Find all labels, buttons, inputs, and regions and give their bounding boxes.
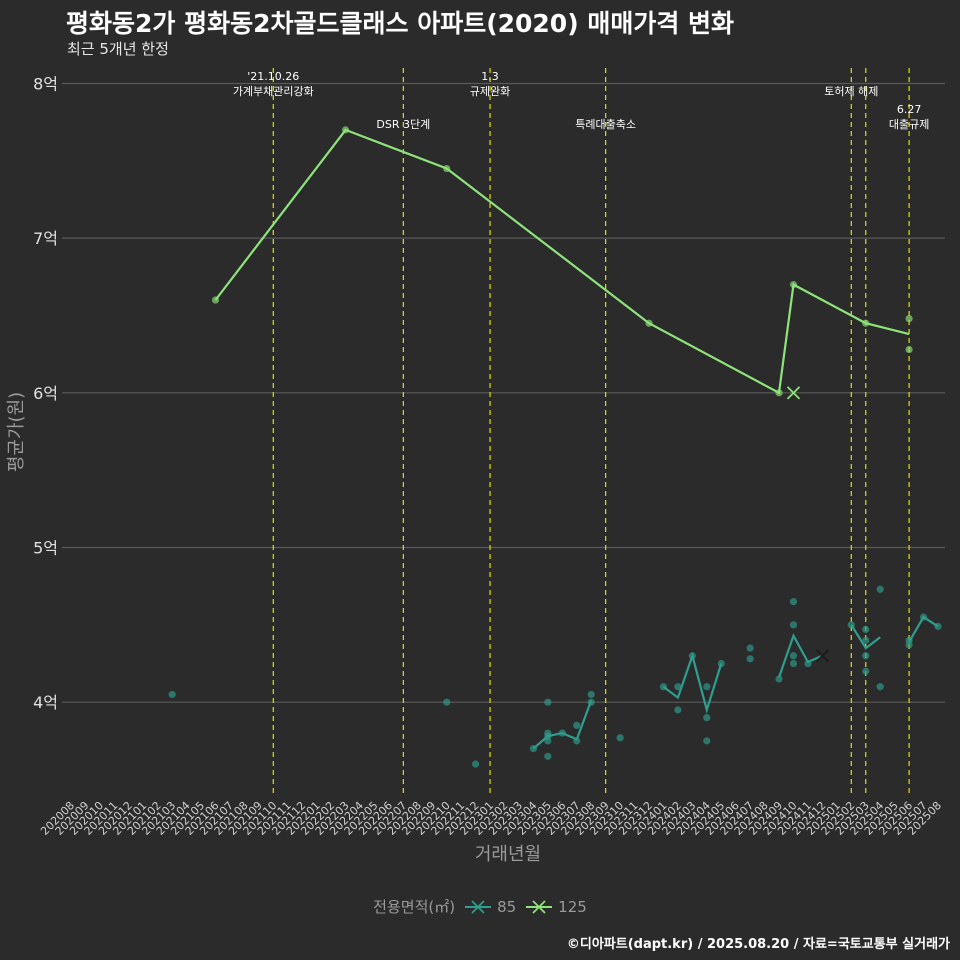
legend: 전용면적(㎡) 85 125 xyxy=(0,896,960,917)
data-point-85 xyxy=(919,613,928,621)
event-label: 가계부채관리강화 xyxy=(233,85,314,98)
data-point-85 xyxy=(789,598,798,606)
data-point-85 xyxy=(934,622,942,630)
legend-title: 전용면적(㎡) xyxy=(373,898,456,916)
data-point-85 xyxy=(775,675,783,683)
data-point-85 xyxy=(789,621,798,629)
data-point-125 xyxy=(775,389,783,397)
series-line-85 xyxy=(908,615,939,643)
y-tick-label: 6억 xyxy=(33,384,58,403)
data-point-85 xyxy=(703,714,711,722)
data-point-85 xyxy=(847,621,855,629)
latest-marker-125-icon xyxy=(786,386,801,400)
data-point-125 xyxy=(645,319,653,327)
source-caption: ©디아파트(dapt.kr) / 2025.08.20 / 자료=국토교통부 실… xyxy=(566,937,950,952)
data-point-85 xyxy=(876,585,884,593)
data-point-85 xyxy=(616,734,624,742)
data-point-85 xyxy=(703,737,711,745)
data-point-85 xyxy=(544,698,552,706)
data-point-85 xyxy=(573,737,581,745)
cross-stroke xyxy=(815,649,830,663)
data-point-85 xyxy=(746,644,754,652)
series-line-125 xyxy=(214,128,910,395)
data-point-85 xyxy=(746,655,754,663)
event-label: DSR 3단계 xyxy=(376,118,430,131)
axes-layer: 4억5억6억7억8억202008202009202010202011202012… xyxy=(33,74,944,837)
data-point-85 xyxy=(544,729,552,737)
data-point-85 xyxy=(862,625,870,634)
data-point-85 xyxy=(674,683,682,691)
y-tick-label: 4억 xyxy=(33,693,58,712)
data-point-85 xyxy=(789,659,798,668)
data-point-85 xyxy=(804,659,812,668)
event-label: 특례대출축소 xyxy=(575,118,636,131)
event-label: 6.27 xyxy=(897,103,922,116)
legend-key-125-icon xyxy=(526,899,553,914)
cross-stroke xyxy=(786,386,801,400)
y-tick-label: 5억 xyxy=(33,539,58,558)
legend-label-85: 85 xyxy=(497,897,517,916)
chart-subtitle: 최근 5개년 한정 xyxy=(67,40,169,58)
data-point-85 xyxy=(443,698,451,706)
y-axis-title: 평균가(원) xyxy=(6,392,27,472)
latest-marker-85-icon xyxy=(815,649,830,663)
series-line-85 xyxy=(850,624,881,650)
data-point-85 xyxy=(862,667,870,675)
data-point-85 xyxy=(659,683,668,691)
data-point-85 xyxy=(587,690,595,699)
data-point-85 xyxy=(905,636,913,644)
data-point-125 xyxy=(905,314,913,323)
data-point-85 xyxy=(717,659,725,668)
data-point-85 xyxy=(472,760,480,768)
y-tick-label: 7억 xyxy=(33,229,58,248)
chart-title: 평화동2가 평화동2차골드클래스 아파트(2020) 매매가격 변화 xyxy=(66,9,735,38)
event-label: 1.3 xyxy=(481,70,499,83)
event-label: 대출규제 xyxy=(889,118,929,131)
event-label: 토허제 해제 xyxy=(824,84,878,98)
grid-lines xyxy=(62,82,945,703)
data-point-125 xyxy=(862,319,870,327)
legend-item-125: 125 xyxy=(526,898,587,916)
data-point-125 xyxy=(443,164,451,173)
data-point-85 xyxy=(544,752,552,760)
data-point-85 xyxy=(674,706,682,714)
data-point-85 xyxy=(862,652,870,660)
data-point-85 xyxy=(789,652,798,660)
data-point-85 xyxy=(703,683,711,691)
data-point-85 xyxy=(876,683,884,691)
series-layer xyxy=(168,126,942,768)
event-label: 규제완화 xyxy=(470,85,510,98)
data-point-85 xyxy=(529,744,538,753)
legend-item-85: 85 xyxy=(465,898,516,916)
data-point-85 xyxy=(862,636,870,644)
legend-label-125: 125 xyxy=(558,897,587,916)
data-point-85 xyxy=(688,652,696,660)
data-point-125 xyxy=(211,296,220,304)
data-point-85 xyxy=(587,698,595,706)
series-line-85 xyxy=(777,632,823,678)
data-point-125 xyxy=(341,126,350,134)
series-line-85 xyxy=(532,700,593,750)
data-point-85 xyxy=(573,721,581,729)
legend-key-85-icon xyxy=(465,899,492,914)
data-point-125 xyxy=(905,345,913,354)
x-axis-title: 거래년월 xyxy=(475,844,541,865)
data-point-85 xyxy=(168,690,176,699)
y-tick-label: 8억 xyxy=(33,74,58,93)
event-label: '21.10.26 xyxy=(247,70,299,83)
data-point-125 xyxy=(789,280,798,289)
data-point-85 xyxy=(558,729,566,737)
